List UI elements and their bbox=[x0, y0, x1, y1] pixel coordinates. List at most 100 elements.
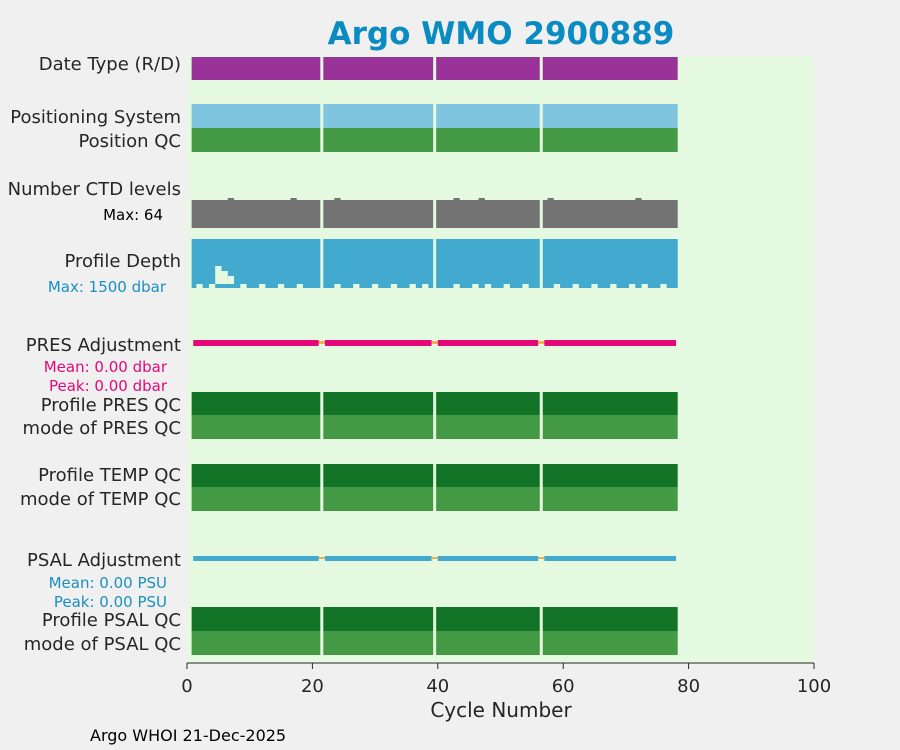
mode-pres-qc-label: mode of PRES QC bbox=[23, 418, 181, 439]
profile-depth-segment-4 bbox=[542, 239, 678, 288]
profile-psal-qc-segment-3 bbox=[436, 607, 540, 631]
depth-notch-4 bbox=[259, 284, 266, 288]
position-qc-segment-3 bbox=[436, 128, 540, 152]
mode-pres-qc-segment-1 bbox=[191, 415, 321, 439]
ctd-level-peak-4 bbox=[453, 198, 460, 200]
mode-pres-qc-segment-2 bbox=[323, 415, 434, 439]
depth-notch-24 bbox=[660, 284, 667, 288]
profile-psal-qc-label: Profile PSAL QC bbox=[42, 610, 181, 631]
ctd-level-peak-2 bbox=[290, 198, 297, 200]
pres-adjustment-segment-3 bbox=[437, 340, 539, 346]
psal-adjustment-segment-4 bbox=[544, 556, 677, 561]
profile-psal-qc-segment-2 bbox=[323, 607, 434, 631]
mode-temp-qc-segment-3 bbox=[436, 487, 540, 511]
profile-temp-qc-segment-2 bbox=[323, 464, 434, 487]
psal-adjustment-gap-line bbox=[193, 557, 677, 559]
depth-notch-14 bbox=[472, 284, 479, 288]
psal-adjustment-segment-3 bbox=[437, 556, 539, 561]
date-type-segment-4 bbox=[542, 57, 678, 80]
ctd-level-peak-3 bbox=[334, 198, 341, 200]
profile-temp-qc-segment-1 bbox=[191, 464, 321, 487]
pres-adjustment-gap-line bbox=[193, 341, 677, 344]
date-type-segment-1 bbox=[191, 57, 321, 80]
depth-notch-18 bbox=[553, 284, 561, 288]
ctd-level-peak-1 bbox=[227, 198, 235, 200]
x-axis-ticks: 0 20 40 60 80 100 bbox=[181, 663, 831, 697]
mode-psal-qc-segment-2 bbox=[323, 631, 434, 655]
depth-notch-22 bbox=[629, 284, 636, 288]
date-type-label: Date Type (R/D) bbox=[39, 54, 181, 75]
profile-depth-segment-1 bbox=[191, 239, 321, 288]
pres-adjustment-mean: Mean: 0.00 dbar bbox=[44, 358, 168, 376]
ctd-levels-max-note: Max: 64 bbox=[103, 206, 163, 224]
depth-notch-19 bbox=[572, 284, 579, 288]
depth-notch-2 bbox=[208, 284, 216, 288]
x-tick-label-80: 80 bbox=[677, 676, 700, 697]
ctd-level-peak-7 bbox=[635, 198, 642, 200]
x-tick-label-20: 20 bbox=[301, 676, 324, 697]
depth-shallow-profile-2 bbox=[221, 271, 228, 284]
depth-shallow-profile-1 bbox=[215, 266, 222, 284]
number-ctd-levels-segment-1 bbox=[191, 200, 321, 228]
positioning-system-segment-1 bbox=[191, 104, 321, 128]
profile-temp-qc-label: Profile TEMP QC bbox=[38, 465, 181, 486]
footer-credit: Argo WHOI 21-Dec-2025 bbox=[90, 726, 286, 745]
ctd-level-peak-5 bbox=[478, 198, 485, 200]
depth-notch-9 bbox=[371, 284, 379, 288]
profile-depth-label: Profile Depth bbox=[64, 251, 181, 272]
position-qc-segment-1 bbox=[191, 128, 321, 152]
date-type-segment-2 bbox=[323, 57, 434, 80]
depth-notch-16 bbox=[503, 284, 510, 288]
depth-notch-6 bbox=[296, 284, 303, 288]
positioning-system-segment-4 bbox=[542, 104, 678, 128]
depth-notch-15 bbox=[484, 284, 492, 288]
ctd-level-peak-6 bbox=[547, 198, 554, 200]
depth-notch-17 bbox=[522, 284, 529, 288]
date-type-segment-3 bbox=[436, 57, 540, 80]
profile-depth-segment-2 bbox=[323, 239, 434, 288]
mode-psal-qc-segment-3 bbox=[436, 631, 540, 655]
depth-notch-13 bbox=[453, 284, 460, 288]
psal-adjustment-peak: Peak: 0.00 PSU bbox=[54, 593, 167, 611]
psal-adjustment-label: PSAL Adjustment bbox=[27, 550, 181, 571]
profile-depth-segment-3 bbox=[436, 239, 540, 288]
chart-title: Argo WMO 2900889 bbox=[328, 16, 675, 52]
number-ctd-levels-segment-4 bbox=[542, 200, 678, 228]
depth-notch-7 bbox=[334, 284, 341, 288]
psal-adjustment-segment-1 bbox=[193, 556, 319, 561]
profile-pres-qc-segment-4 bbox=[542, 392, 678, 415]
pres-adjustment-segment-1 bbox=[193, 340, 319, 346]
psal-adjustment-segment-2 bbox=[324, 556, 432, 561]
pres-adjustment-label: PRES Adjustment bbox=[26, 335, 181, 356]
mode-temp-qc-segment-2 bbox=[323, 487, 434, 511]
profile-temp-qc-segment-3 bbox=[436, 464, 540, 487]
psal-adjustment-mean: Mean: 0.00 PSU bbox=[49, 574, 167, 592]
depth-notch-11 bbox=[409, 284, 416, 288]
mode-psal-qc-segment-4 bbox=[542, 631, 678, 655]
mode-pres-qc-segment-4 bbox=[542, 415, 678, 439]
number-ctd-levels-segment-2 bbox=[323, 200, 434, 228]
depth-notch-21 bbox=[610, 284, 617, 288]
depth-notch-1 bbox=[196, 284, 203, 288]
pres-adjustment-peak: Peak: 0.00 dbar bbox=[49, 377, 168, 395]
x-tick-label-100: 100 bbox=[797, 676, 831, 697]
x-axis-label: Cycle Number bbox=[430, 698, 572, 722]
profile-depth-max-note: Max: 1500 dbar bbox=[48, 278, 167, 296]
x-tick-label-40: 40 bbox=[426, 676, 449, 697]
row-labels: Date Type (R/D) Positioning System Positio… bbox=[8, 54, 181, 655]
pres-adjustment-segment-4 bbox=[544, 340, 677, 346]
depth-notch-20 bbox=[591, 284, 598, 288]
profile-pres-qc-segment-3 bbox=[436, 392, 540, 415]
depth-notch-10 bbox=[390, 284, 398, 288]
positioning-system-segment-2 bbox=[323, 104, 434, 128]
number-ctd-levels-segment-3 bbox=[436, 200, 540, 228]
mode-psal-qc-segment-1 bbox=[191, 631, 321, 655]
mode-temp-qc-segment-4 bbox=[542, 487, 678, 511]
depth-shallow-profile-3 bbox=[227, 276, 235, 284]
profile-pres-qc-segment-2 bbox=[323, 392, 434, 415]
position-qc-label: Position QC bbox=[78, 131, 181, 152]
mode-pres-qc-segment-3 bbox=[436, 415, 540, 439]
position-qc-segment-4 bbox=[542, 128, 678, 152]
x-tick-label-60: 60 bbox=[552, 676, 575, 697]
mode-psal-qc-label: mode of PSAL QC bbox=[24, 634, 181, 655]
